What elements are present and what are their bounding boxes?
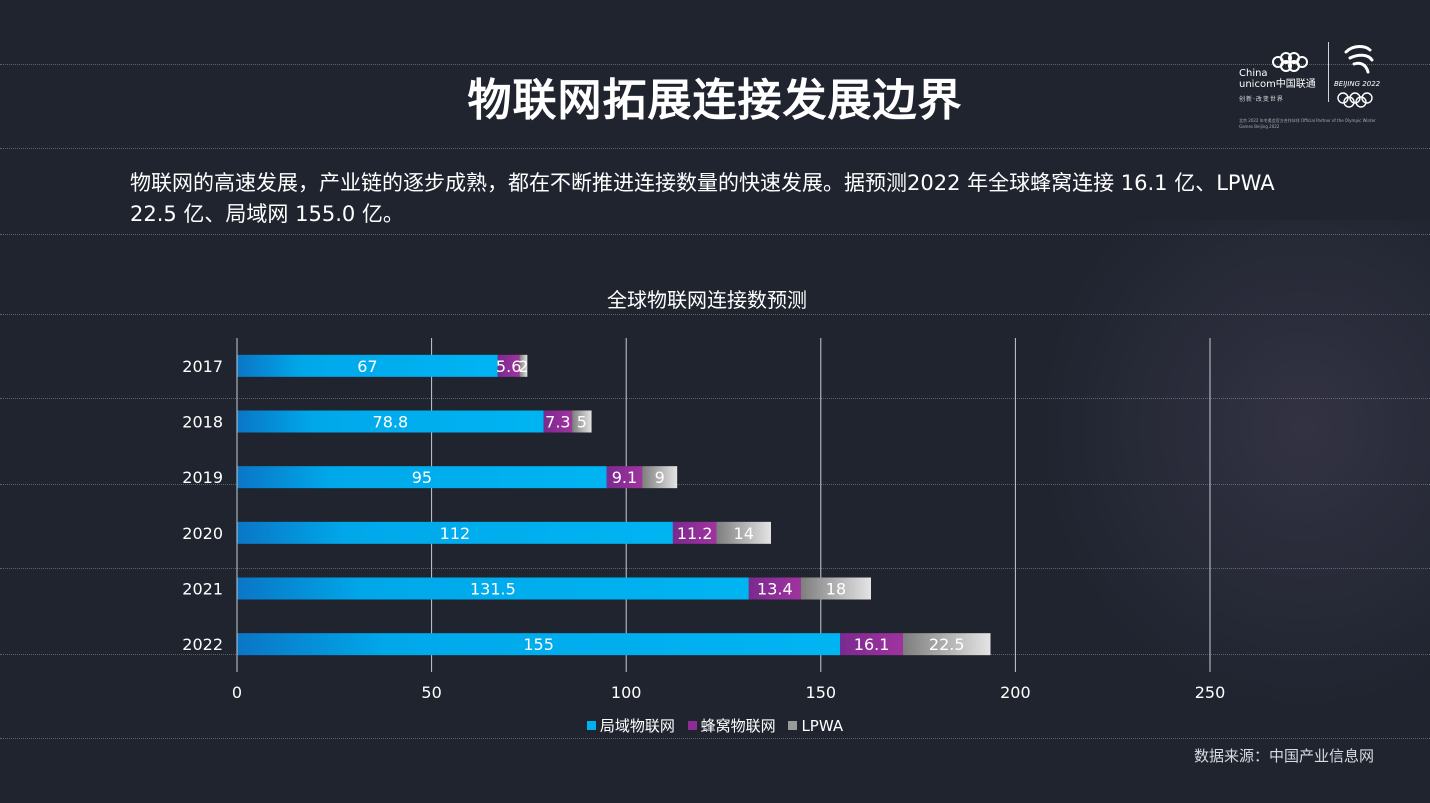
bar-segment [543,410,573,433]
decorative-dotted-line [0,398,1430,399]
data-label: 5 [577,413,587,432]
decorative-dotted-line [0,234,1430,235]
data-label: 155 [523,635,554,654]
data-label: 11.2 [677,524,713,543]
data-label: 18 [826,580,846,599]
olympic-rings-icon [1337,92,1373,108]
y-tick-label: 2017 [182,357,223,376]
bar-segment [237,633,841,656]
legend-swatch [788,721,798,730]
chart-title: 全球物联网连接数预测 [607,288,807,312]
bar-segment [748,577,801,600]
y-tick-label: 2020 [182,524,223,543]
x-tick-label: 250 [1195,683,1226,702]
unicom-wordmark: China unicom中国联通 [1239,68,1316,90]
bar-segment [237,354,498,377]
x-tick-label: 100 [611,683,642,702]
slide-title: 物联网拓展连接发展边界 [467,75,963,126]
legend-item-lan: 局域物联网 [586,715,675,736]
legend-item-cellular: 蜂窝物联网 [687,715,776,736]
bar-segment [519,354,528,377]
decorative-dotted-line [0,148,1430,149]
data-label: 16.1 [854,635,890,654]
data-label: 78.8 [373,413,409,432]
y-tick-label: 2022 [182,635,223,654]
legend-label: 局域物联网 [599,717,675,735]
data-label: 95 [412,468,432,487]
bar-segment [672,521,717,544]
bar-segment [642,466,678,489]
unicom-slogan: 创新·改变世界 [1239,96,1284,103]
bar-segment [800,577,872,600]
bar-segment [716,521,771,544]
olympic-wordmark: BEIJING 2022 [1334,80,1381,88]
legend-label: 蜂窝物联网 [700,717,776,735]
chart-legend: 局域物联网 蜂窝物联网 LPWA [0,715,1430,736]
y-tick-label: 2018 [182,413,223,432]
bar-segment [237,577,749,600]
decorative-dotted-line [0,568,1430,569]
data-label: 9 [655,468,665,487]
y-tick-label: 2019 [182,468,223,487]
x-tick-label: 0 [232,683,242,702]
bar-segment [840,633,903,656]
intro-paragraph: 物联网的高速发展，产业链的逐步成熟，都在不断推进连接数量的快速发展。据预测202… [130,171,1275,226]
legend-swatch [687,721,697,730]
data-source-note: 数据来源：中国产业信息网 [1193,747,1374,765]
bar-segment [237,466,607,489]
x-tick-label: 200 [1000,683,1031,702]
data-label: 2 [518,357,528,376]
legend-label: LPWA [801,717,844,735]
decorative-dotted-line [0,484,1430,485]
data-label: 14 [734,524,754,543]
beijing-2022-emblem-icon [1344,45,1374,74]
data-label: 5.6 [496,357,521,376]
x-tick-label: 150 [806,683,837,702]
background-glow [1010,220,1430,740]
y-tick-label: 2021 [182,580,223,599]
data-label: 67 [357,357,377,376]
data-label: 9.1 [612,468,637,487]
legend-swatch [586,721,596,730]
bar-segment [606,466,643,489]
data-label: 131.5 [470,580,516,599]
bar-segment [572,410,592,433]
logo-fine-print: 北京 2022 年冬奥会官方合作伙伴 Official Partner of t… [1239,118,1376,129]
logo-divider [1328,42,1329,102]
x-tick-label: 50 [421,683,441,702]
bar-segment [497,354,520,377]
decorative-dotted-line [0,64,1430,65]
data-label: 13.4 [757,580,793,599]
data-label: 22.5 [929,635,965,654]
legend-item-lpwa: LPWA [788,717,843,735]
bar-segment [902,633,991,656]
bar-segment [237,410,544,433]
decorative-dotted-line [0,738,1430,739]
data-label: 7.3 [545,413,570,432]
data-label: 112 [440,524,471,543]
bar-segment [237,521,673,544]
sponsor-logo: China unicom中国联通 创新·改变世界 BEIJING 2022 北京… [1236,40,1386,136]
unicom-knot-icon [1272,52,1308,72]
decorative-dotted-line [0,314,1430,315]
